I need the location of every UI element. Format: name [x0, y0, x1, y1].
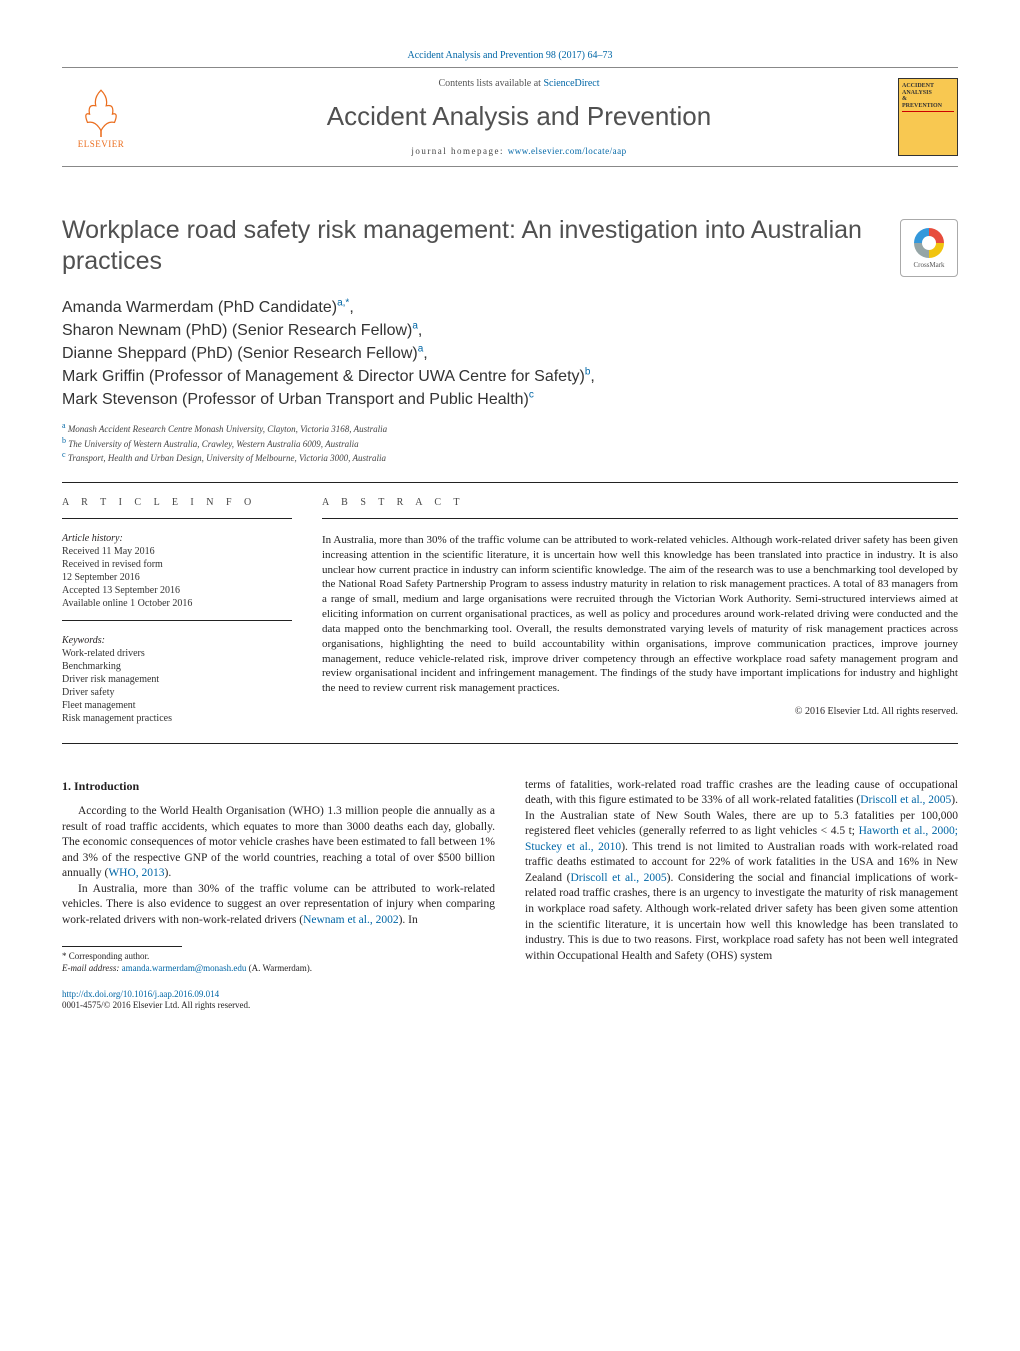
elsevier-logo: ELSEVIER	[62, 78, 140, 156]
affiliation-b: The University of Western Australia, Cra…	[68, 439, 358, 449]
body-column-left: 1. Introduction According to the World H…	[62, 778, 495, 1012]
cover-title-2: ANALYSIS	[902, 90, 954, 97]
keywords-list: Work-related driversBenchmarkingDriver r…	[62, 647, 292, 725]
keyword-item: Risk management practices	[62, 712, 292, 725]
citation-link[interactable]: Driscoll et al., 2005	[570, 872, 666, 884]
email-suffix: (A. Warmerdam).	[246, 963, 312, 973]
email-label: E-mail address:	[62, 963, 122, 973]
history-accepted: Accepted 13 September 2016	[62, 584, 292, 597]
publisher-name: ELSEVIER	[78, 139, 125, 149]
homepage-link[interactable]: www.elsevier.com/locate/aap	[508, 146, 627, 156]
keyword-item: Fleet management	[62, 699, 292, 712]
affiliation-a: Monash Accident Research Centre Monash U…	[68, 424, 387, 434]
body-paragraph: According to the World Health Organisati…	[62, 804, 495, 882]
cover-title-3: &	[902, 96, 954, 103]
body-column-right: terms of fatalities, work-related road t…	[525, 778, 958, 1012]
doi-link[interactable]: http://dx.doi.org/10.1016/j.aap.2016.09.…	[62, 989, 219, 999]
affiliation-c: Transport, Health and Urban Design, Univ…	[68, 453, 386, 463]
footnote-separator	[62, 946, 182, 947]
affiliations: a Monash Accident Research Centre Monash…	[62, 421, 958, 463]
abstract-text: In Australia, more than 30% of the traff…	[322, 533, 958, 696]
divider	[62, 743, 958, 744]
body-paragraph: In Australia, more than 30% of the traff…	[62, 882, 495, 929]
abstract-label: A B S T R A C T	[322, 497, 958, 508]
elsevier-tree-icon	[75, 85, 127, 137]
corresponding-author: * Corresponding author.	[62, 951, 495, 963]
history-title: Article history:	[62, 533, 292, 544]
body-paragraph: terms of fatalities, work-related road t…	[525, 778, 958, 964]
crossmark-icon	[914, 228, 944, 258]
crossmark-badge[interactable]: CrossMark	[900, 219, 958, 277]
email-line: E-mail address: amanda.warmerdam@monash.…	[62, 963, 495, 975]
cover-title-1: ACCIDENT	[902, 83, 954, 90]
keywords-title: Keywords:	[62, 635, 292, 646]
authors: Amanda Warmerdam (PhD Candidate)a,*,Shar…	[62, 296, 958, 412]
divider	[322, 518, 958, 519]
crossmark-label: CrossMark	[913, 261, 944, 269]
citation-link[interactable]: Driscoll et al., 2005	[860, 794, 951, 806]
journal-banner: ELSEVIER Contents lists available at Sci…	[62, 67, 958, 167]
divider	[62, 482, 958, 483]
keyword-item: Driver risk management	[62, 673, 292, 686]
keyword-item: Work-related drivers	[62, 647, 292, 660]
keyword-item: Driver safety	[62, 686, 292, 699]
homepage-prefix: journal homepage:	[411, 146, 507, 156]
citation-link[interactable]: WHO, 2013	[108, 867, 164, 879]
journal-name: Accident Analysis and Prevention	[140, 101, 898, 132]
homepage-line: journal homepage: www.elsevier.com/locat…	[140, 146, 898, 156]
keyword-item: Benchmarking	[62, 660, 292, 673]
article-info-label: A R T I C L E I N F O	[62, 497, 292, 508]
history-revised: Received in revised form 12 September 20…	[62, 558, 292, 584]
history-received: Received 11 May 2016	[62, 545, 292, 558]
journal-citation: Accident Analysis and Prevention 98 (201…	[62, 50, 958, 61]
divider	[62, 518, 292, 519]
cover-title-4: PREVENTION	[902, 103, 954, 110]
citation-link[interactable]: Newnam et al., 2002	[303, 914, 399, 926]
article-title: Workplace road safety risk management: A…	[62, 215, 862, 278]
issn-line: 0001-4575/© 2016 Elsevier Ltd. All right…	[62, 1000, 250, 1010]
journal-cover: ACCIDENT ANALYSIS & PREVENTION	[898, 78, 958, 156]
sciencedirect-link[interactable]: ScienceDirect	[543, 78, 599, 89]
divider	[62, 620, 292, 621]
contents-prefix: Contents lists available at	[438, 78, 543, 89]
author-email-link[interactable]: amanda.warmerdam@monash.edu	[122, 963, 247, 973]
copyright: © 2016 Elsevier Ltd. All rights reserved…	[322, 706, 958, 717]
contents-line: Contents lists available at ScienceDirec…	[140, 78, 898, 89]
history-online: Available online 1 October 2016	[62, 597, 292, 610]
intro-heading: 1. Introduction	[62, 778, 495, 794]
